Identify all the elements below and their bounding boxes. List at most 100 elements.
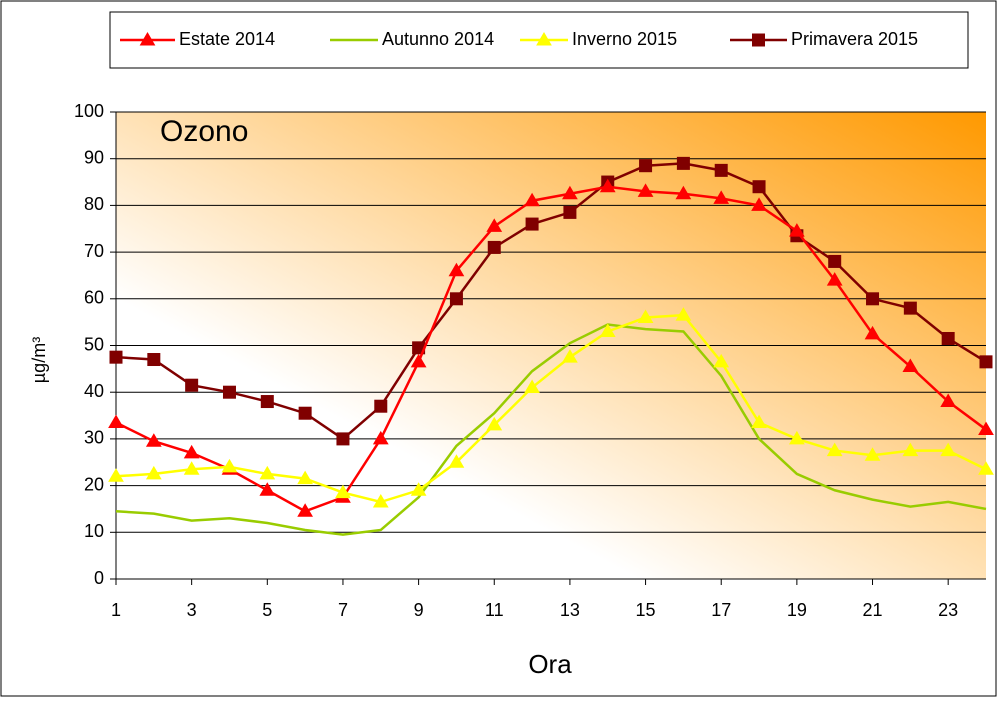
y-tick-label: 100	[74, 101, 104, 121]
y-tick-label: 80	[84, 194, 104, 214]
x-tick-label: 13	[560, 600, 580, 620]
point	[372, 493, 389, 508]
x-tick-label: 5	[262, 600, 272, 620]
point	[751, 197, 767, 211]
point	[562, 349, 578, 363]
x-tick-label: 21	[863, 600, 883, 620]
point	[752, 180, 766, 194]
point	[372, 430, 389, 445]
point	[675, 185, 692, 200]
point	[145, 433, 162, 447]
x-tick-label: 19	[787, 600, 807, 620]
point	[864, 325, 881, 340]
x-tick-label: 15	[636, 600, 656, 620]
point	[866, 292, 880, 306]
point	[713, 190, 730, 204]
chart-title: Ozono	[160, 115, 248, 148]
x-tick-label: 11	[485, 600, 504, 620]
point	[637, 183, 654, 197]
y-tick-label: 50	[84, 334, 104, 354]
point	[524, 192, 540, 207]
point	[826, 272, 843, 286]
y-tick-label: 90	[84, 147, 104, 167]
point	[788, 430, 805, 445]
point	[108, 414, 124, 429]
point	[221, 458, 238, 473]
point	[978, 461, 994, 475]
point	[524, 379, 540, 394]
point	[714, 163, 728, 177]
point	[902, 358, 919, 373]
point	[374, 399, 388, 413]
legend-marker	[752, 33, 765, 47]
x-tick-label: 1	[111, 600, 121, 620]
point	[978, 421, 994, 436]
point	[599, 178, 616, 193]
point	[297, 503, 314, 517]
point	[259, 465, 276, 480]
y-tick-label: 20	[84, 474, 104, 494]
point	[222, 385, 236, 399]
legend-label: Estate 2014	[179, 29, 275, 49]
point	[903, 301, 917, 315]
point	[788, 223, 805, 237]
point	[448, 262, 465, 277]
point	[864, 447, 881, 461]
x-axis-label: Ora	[528, 649, 572, 679]
series-line	[115, 313, 987, 504]
legend-label: Primavera 2015	[791, 29, 918, 49]
x-tick-label: 23	[938, 600, 958, 620]
point	[336, 432, 350, 446]
point	[449, 292, 463, 306]
point	[183, 444, 200, 459]
point	[675, 307, 692, 321]
point	[109, 350, 123, 364]
point	[941, 331, 955, 345]
y-tick-label: 70	[84, 241, 104, 261]
y-axis-label: µg/m³	[29, 337, 49, 383]
point	[108, 468, 124, 482]
point	[826, 442, 843, 457]
x-tick-label: 9	[414, 600, 424, 620]
point	[145, 465, 162, 480]
point	[639, 159, 653, 173]
point	[448, 454, 465, 468]
point	[259, 482, 276, 496]
point	[486, 416, 503, 431]
point	[260, 395, 274, 409]
x-tick-label: 7	[338, 600, 348, 620]
y-tick-label: 40	[84, 381, 104, 401]
point	[298, 406, 312, 420]
point	[147, 353, 161, 367]
legend-label: Inverno 2015	[572, 29, 677, 49]
point	[525, 217, 539, 231]
point	[487, 240, 501, 254]
point	[713, 353, 730, 368]
point	[183, 461, 200, 475]
point	[676, 156, 690, 170]
point	[751, 414, 767, 429]
point	[828, 254, 842, 268]
point	[940, 442, 957, 457]
point	[185, 378, 199, 392]
point	[562, 185, 578, 200]
x-tick-label: 3	[187, 600, 197, 620]
point	[902, 442, 919, 457]
point	[410, 482, 427, 496]
point	[940, 393, 957, 408]
legend-marker	[536, 32, 552, 46]
y-tick-label: 30	[84, 428, 104, 448]
series-line	[115, 185, 987, 513]
point	[563, 205, 577, 219]
point	[410, 353, 427, 368]
legend-marker	[139, 32, 156, 46]
point	[637, 309, 654, 323]
y-tick-label: 10	[84, 521, 104, 541]
series-line	[115, 323, 987, 536]
point	[979, 355, 993, 369]
point	[297, 470, 314, 485]
legend-label: Autunno 2014	[382, 29, 494, 49]
y-tick-label: 0	[94, 568, 104, 588]
point	[599, 323, 616, 337]
